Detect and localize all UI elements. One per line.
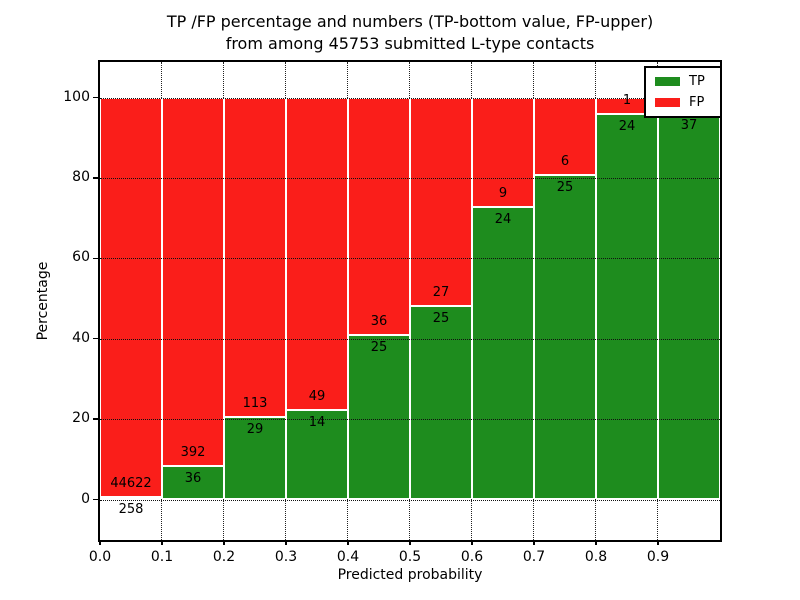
legend-item-fp: FP	[655, 96, 711, 109]
x-tick-mark	[471, 540, 473, 545]
fp-bar-segment	[410, 97, 472, 307]
h-gridline	[100, 258, 720, 260]
fp-bar-segment	[534, 97, 596, 176]
fp-count-label: 6	[560, 154, 570, 170]
x-tick-label: 0.3	[274, 549, 298, 565]
fp-bar-segment	[224, 97, 286, 418]
x-tick-label: 0.8	[584, 549, 608, 565]
tp-bar-segment	[410, 306, 472, 500]
y-tick-label: 80	[72, 168, 90, 185]
fp-bar-segment	[286, 97, 348, 411]
x-tick-label: 0.5	[398, 549, 422, 565]
tp-bar-segment	[100, 497, 162, 500]
x-tick-mark	[161, 540, 163, 545]
y-tick-mark	[93, 177, 98, 179]
y-tick-mark	[93, 96, 98, 99]
tp-bar-segment	[162, 465, 224, 500]
tp-count-label: 25	[370, 339, 388, 355]
tp-bar-segment	[348, 334, 410, 500]
legend: TP FP	[644, 66, 722, 118]
chart-title-line2: from among 45753 submitted L-type contac…	[225, 34, 595, 53]
fp-count-label: 392	[180, 444, 206, 460]
legend-label-fp: FP	[689, 95, 705, 110]
x-tick-mark	[99, 540, 101, 545]
tp-bar-segment	[658, 113, 720, 500]
x-tick-mark	[347, 540, 349, 545]
tp-bar-segment	[596, 113, 658, 500]
legend-item-tp: TP	[655, 75, 711, 88]
tp-count-label: 36	[184, 470, 202, 486]
fp-count-label: 9	[498, 186, 508, 202]
y-axis-label: Percentage	[35, 261, 51, 341]
x-tick-label: 0.4	[336, 549, 360, 565]
x-tick-mark	[657, 540, 659, 545]
tp-count-label: 24	[494, 212, 512, 228]
tp-count-label: 29	[246, 422, 264, 438]
h-gridline	[100, 419, 720, 421]
tp-bar-segment	[224, 417, 286, 500]
x-tick-label: 0.9	[646, 549, 670, 565]
y-tick-label: 60	[72, 249, 90, 266]
tp-bar-segment	[286, 410, 348, 500]
x-tick-mark	[223, 540, 225, 545]
chart-title-line1: TP /FP percentage and numbers (TP-bottom…	[166, 12, 654, 31]
legend-label-tp: TP	[689, 74, 705, 89]
tp-count-label: 258	[118, 502, 144, 518]
h-gridline	[100, 177, 720, 179]
y-tick-label: 40	[72, 329, 90, 346]
tp-count-label: 24	[618, 118, 636, 134]
fp-bar-segment	[348, 97, 410, 335]
fp-bar-segment	[162, 97, 224, 466]
y-tick-mark	[93, 498, 98, 501]
fp-bar-segment	[100, 97, 162, 498]
tp-count-label: 25	[556, 180, 574, 196]
y-tick-label: 0	[81, 490, 90, 507]
x-tick-label: 0.6	[460, 549, 484, 565]
x-tick-label: 0.0	[88, 549, 112, 565]
h-gridline	[100, 338, 720, 340]
fp-count-label: 27	[432, 285, 450, 301]
x-axis-label: Predicted probability	[337, 567, 483, 583]
x-tick-mark	[285, 540, 287, 545]
y-tick-mark	[93, 337, 98, 340]
x-tick-label: 0.2	[212, 549, 236, 565]
h-gridline	[100, 499, 720, 501]
y-tick-label: 20	[72, 410, 90, 427]
chart-title: TP /FP percentage and numbers (TP-bottom…	[100, 11, 720, 55]
fp-legend-swatch-icon	[655, 98, 680, 107]
fp-count-label: 49	[308, 389, 326, 405]
fp-count-label: 36	[370, 313, 388, 329]
plot-area: Percentage Predicted probability TP FP 4…	[35, 62, 722, 583]
tp-count-label: 14	[308, 415, 326, 431]
fp-bar-segment	[472, 97, 534, 208]
y-tick-mark	[93, 418, 98, 420]
h-gridline	[100, 97, 720, 99]
fp-count-label: 44622	[110, 476, 152, 492]
y-tick-mark	[93, 257, 98, 260]
x-tick-mark	[409, 540, 411, 545]
x-tick-label: 0.1	[150, 549, 174, 565]
x-tick-mark	[595, 540, 597, 545]
tp-count-label: 25	[432, 311, 450, 327]
tp-legend-swatch-icon	[655, 77, 680, 86]
fp-count-label: 1	[622, 92, 632, 108]
tp-count-label: 37	[680, 118, 698, 134]
x-tick-label: 0.7	[522, 549, 546, 565]
tp-bar-segment	[534, 175, 596, 500]
tp-bar-segment	[472, 207, 534, 500]
fp-count-label: 113	[242, 396, 268, 412]
y-tick-label: 100	[63, 88, 90, 105]
x-tick-mark	[533, 540, 535, 545]
